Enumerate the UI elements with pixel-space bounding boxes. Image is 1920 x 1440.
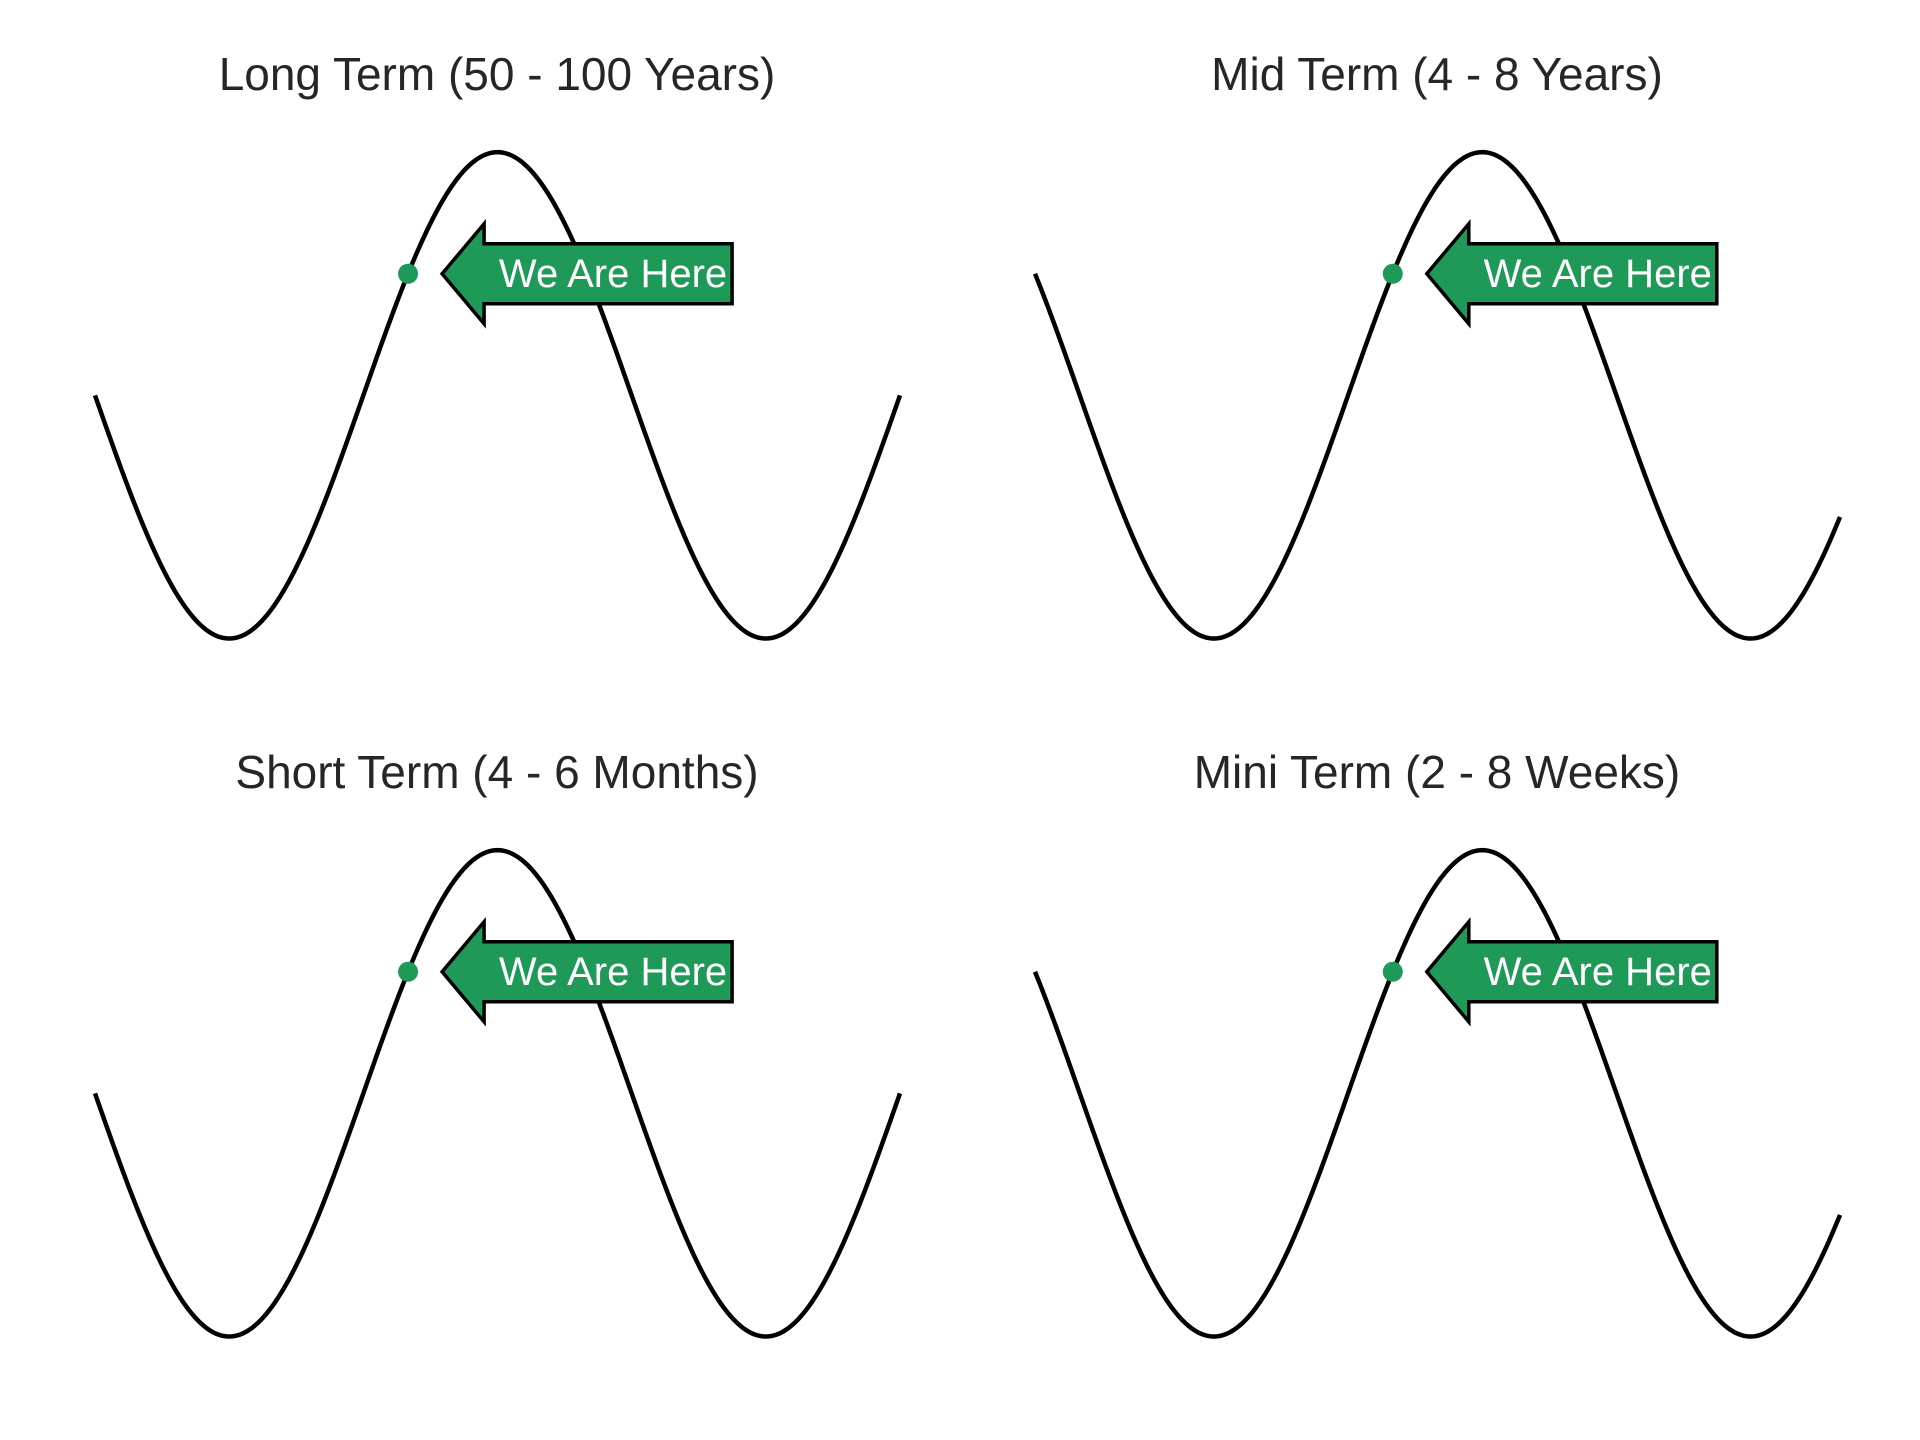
arrow-annotation: [1424, 916, 1719, 1027]
panel-title: Mini Term (2 - 8 Weeks): [1194, 746, 1681, 798]
cycle-curve-line: [92, 149, 903, 641]
arrow-annotation: [1424, 218, 1719, 329]
arrow-annotation: [439, 218, 734, 329]
chart-panel: Long Term (50 - 100 Years) We Are Here: [92, 48, 903, 641]
current-position-marker: [1382, 263, 1403, 284]
panel-title: Mid Term (4 - 8 Years): [1211, 48, 1663, 100]
current-position-marker: [398, 263, 419, 284]
arrow-label: We Are Here: [1484, 950, 1712, 994]
chart-panel: Short Term (4 - 6 Months) We Are Here: [92, 746, 903, 1339]
arrow-label: We Are Here: [499, 950, 727, 994]
cycle-curve-line: [1032, 149, 1843, 641]
arrow-label: We Are Here: [1484, 252, 1712, 296]
arrow-label: We Are Here: [499, 252, 727, 296]
cycle-curve-line: [1032, 847, 1843, 1339]
panel-title: Short Term (4 - 6 Months): [235, 746, 758, 798]
current-position-marker: [398, 961, 419, 982]
panel-title: Long Term (50 - 100 Years): [219, 48, 776, 100]
chart-panel: Mid Term (4 - 8 Years) We Are Here: [1032, 48, 1843, 641]
chart-panel: Mini Term (2 - 8 Weeks) We Are Here: [1032, 746, 1843, 1339]
current-position-marker: [1382, 961, 1403, 982]
arrow-annotation: [439, 916, 734, 1027]
cycle-curve-line: [92, 847, 903, 1339]
